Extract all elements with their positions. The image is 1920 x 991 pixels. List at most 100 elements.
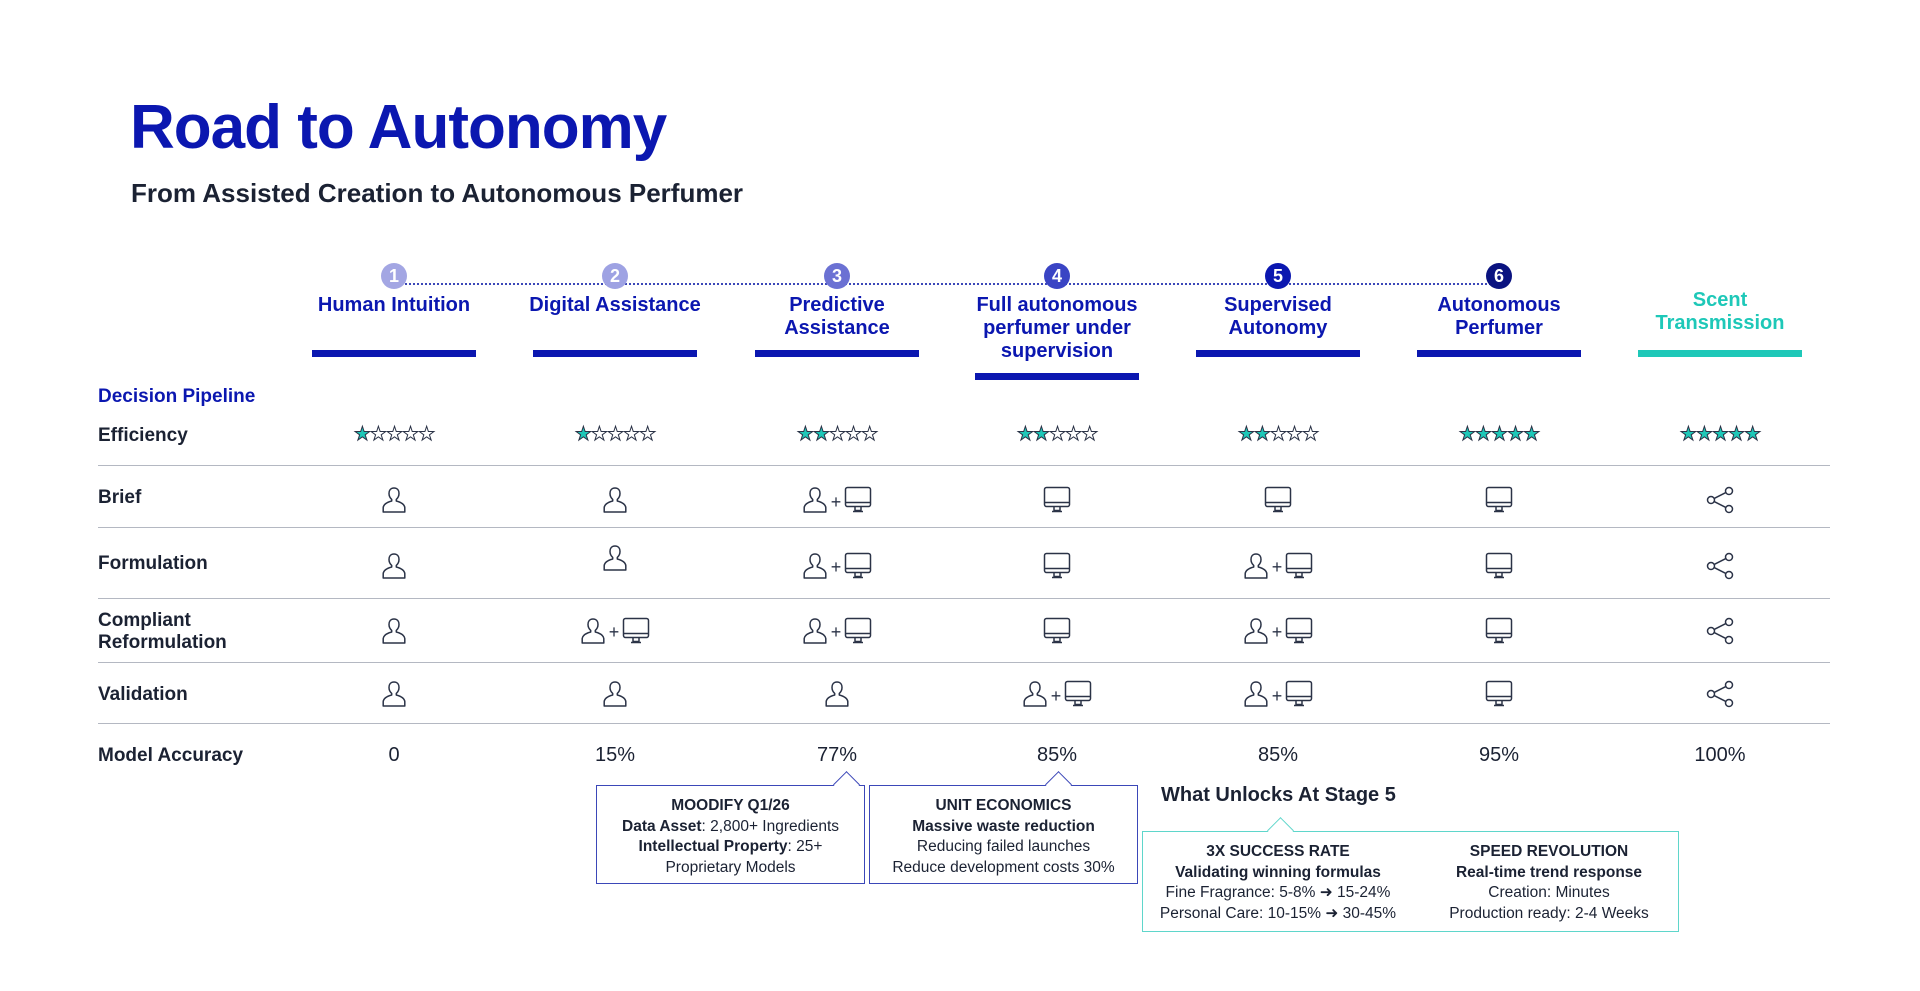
callout-line: Reducing failed launches (916, 838, 1091, 855)
accuracy-value: 85% (1036, 744, 1078, 766)
pipeline-cell (535, 541, 695, 575)
pipeline-cell: + (1198, 677, 1358, 711)
callout-unit-economics: UNIT ECONOMICS Massive waste reduction R… (869, 771, 1138, 884)
plus-icon: + (1271, 622, 1283, 642)
callout-line: Fine Fragrance: 5-8% ➜ 15-24% (1165, 884, 1391, 901)
human-icon (803, 617, 827, 644)
star-filled-icon: ★ (1695, 424, 1713, 446)
star-filled-icon: ★ (574, 424, 592, 446)
pipeline-cell (1419, 677, 1579, 711)
pipeline-cell (314, 483, 474, 517)
stage-title: Predictive Assistance (784, 294, 890, 339)
plus-icon: + (1271, 685, 1283, 706)
stage-7: Scent Transmission (1630, 284, 1810, 335)
star-empty-icon: ★ (1302, 424, 1320, 446)
stage5-left: 3X SUCCESS RATE Validating winning formu… (1143, 842, 1413, 924)
row-label-efficiency: Efficiency (98, 425, 188, 446)
stage-title: Human Intuition (317, 294, 471, 316)
monitor-icon (1286, 617, 1313, 643)
pipeline-cell (1419, 614, 1579, 648)
star-empty-icon: ★ (623, 424, 641, 446)
monitor-icon (1264, 486, 1292, 513)
callout-stage5: 3X SUCCESS RATE Validating winning formu… (1142, 817, 1679, 932)
star-filled-icon: ★ (1523, 424, 1541, 446)
star-empty-icon: ★ (861, 424, 879, 446)
human-icon (825, 681, 849, 707)
stage-underline (1638, 350, 1802, 357)
stage-underline (975, 373, 1139, 380)
share-icon (1706, 552, 1734, 579)
callout-line: Real-time trend response (1455, 863, 1643, 881)
pipeline-cell (1640, 614, 1800, 648)
page-subtitle: From Assisted Creation to Autonomous Per… (131, 178, 744, 208)
pipeline-cell: + (1198, 549, 1358, 583)
star-empty-icon: ★ (639, 424, 657, 446)
accuracy-value: 100% (1694, 744, 1746, 766)
pipeline-cell (1640, 549, 1800, 583)
efficiency-rating: ★★★★★ (1419, 423, 1579, 446)
row-label: Compliant Reformulation (98, 610, 227, 653)
star-empty-icon: ★ (590, 424, 608, 446)
stage-number-badge: 5 (1265, 263, 1291, 289)
callout-value: : 2,800+ Ingredients (701, 817, 839, 835)
stage-underline (533, 350, 697, 357)
stage-4: 4 Full autonomous perfumer under supervis… (967, 263, 1147, 363)
pipeline-cell (977, 614, 1137, 648)
divider (98, 527, 1830, 528)
accuracy-value: 77% (816, 744, 858, 766)
callout-line: Massive waste reduction (912, 817, 1095, 835)
star-filled-icon: ★ (1474, 424, 1492, 446)
page-title: Road to Autonomy (130, 93, 667, 162)
stage-number-badge: 3 (824, 263, 850, 289)
plus-icon: + (830, 557, 842, 577)
share-icon (1706, 617, 1734, 644)
human-icon (603, 487, 627, 513)
stage-1: 1 Human Intuition (304, 263, 484, 317)
callout-title: SPEED REVOLUTION (1469, 843, 1629, 860)
human-icon (1244, 681, 1268, 707)
human-icon (603, 544, 627, 571)
star-empty-icon: ★ (1048, 424, 1066, 446)
divider (98, 662, 1830, 663)
pipeline-cell (757, 677, 917, 711)
pipeline-cell (535, 677, 695, 711)
pipeline-cell: + (757, 614, 917, 648)
human-icon (1023, 681, 1047, 707)
star-empty-icon: ★ (1269, 424, 1287, 446)
callout-title: MOODIFY Q1/26 (671, 797, 790, 814)
callout-line: Production ready: 2-4 Weeks (1449, 904, 1649, 922)
accuracy-value: 95% (1478, 744, 1520, 766)
human-icon (1244, 617, 1268, 644)
efficiency-rating: ★★★★★ (1198, 423, 1358, 446)
star-filled-icon: ★ (1016, 424, 1034, 446)
pipeline-cell: + (757, 483, 917, 517)
pipeline-cell: + (1198, 614, 1358, 648)
divider (98, 465, 1830, 466)
star-filled-icon: ★ (1253, 424, 1271, 446)
star-filled-icon: ★ (796, 424, 814, 446)
star-filled-icon: ★ (1728, 424, 1746, 446)
monitor-icon (1043, 552, 1071, 578)
star-filled-icon: ★ (1744, 424, 1762, 446)
stage-title: Digital Assistance (529, 294, 701, 316)
monitor-icon (623, 617, 650, 643)
pipeline-cell: + (535, 614, 695, 648)
accuracy-value: 0 (388, 744, 400, 766)
star-filled-icon: ★ (1507, 424, 1525, 446)
star-filled-icon: ★ (1237, 424, 1255, 446)
callout-moodify: MOODIFY Q1/26 Data Asset: 2,800+ Ingredi… (596, 771, 865, 884)
monitor-icon (845, 552, 872, 578)
stage-number-badge: 4 (1044, 263, 1070, 289)
callout-title: 3X SUCCESS RATE (1206, 843, 1350, 860)
callout-line: Creation: Minutes (1488, 884, 1610, 901)
star-filled-icon: ★ (1679, 424, 1697, 446)
pipeline-cell (314, 614, 474, 648)
stage-number-badge: 1 (381, 263, 407, 289)
human-icon (803, 552, 827, 579)
pipeline-cell (977, 549, 1137, 583)
stage-title: Autonomous Perfumer (1437, 294, 1561, 339)
efficiency-rating: ★★★★★ (314, 423, 474, 446)
human-icon (382, 617, 406, 644)
callout-value: : 25+ (787, 838, 823, 855)
share-icon (1706, 680, 1734, 708)
